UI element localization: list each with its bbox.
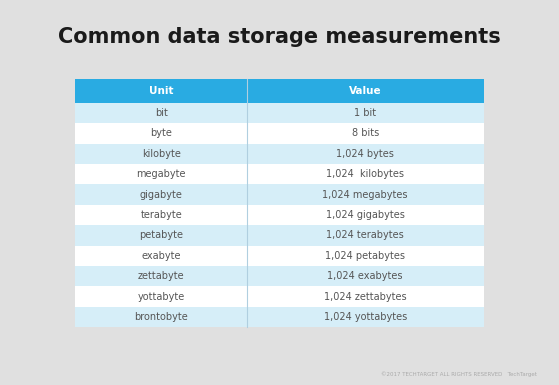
Text: Unit: Unit bbox=[149, 86, 173, 96]
Text: Value: Value bbox=[349, 86, 381, 96]
Text: 1,024 petabytes: 1,024 petabytes bbox=[325, 251, 405, 261]
Text: 1,024 zettabytes: 1,024 zettabytes bbox=[324, 292, 406, 301]
Text: gigabyte: gigabyte bbox=[140, 190, 183, 199]
Text: terabyte: terabyte bbox=[140, 210, 182, 220]
Text: kilobyte: kilobyte bbox=[142, 149, 181, 159]
Text: bit: bit bbox=[155, 108, 168, 118]
Text: 1,024 megabytes: 1,024 megabytes bbox=[323, 190, 408, 199]
Text: exabyte: exabyte bbox=[141, 251, 181, 261]
Text: petabyte: petabyte bbox=[139, 231, 183, 240]
Text: 1,024 yottabytes: 1,024 yottabytes bbox=[324, 312, 407, 322]
Text: Common data storage measurements: Common data storage measurements bbox=[58, 27, 501, 47]
Text: ©2017 TECHTARGET ALL RIGHTS RESERVED   TechTarget: ©2017 TECHTARGET ALL RIGHTS RESERVED Tec… bbox=[381, 371, 537, 377]
Text: yottabyte: yottabyte bbox=[138, 292, 185, 301]
Text: 8 bits: 8 bits bbox=[352, 129, 379, 138]
Text: 1,024  kilobytes: 1,024 kilobytes bbox=[326, 169, 404, 179]
Text: byte: byte bbox=[150, 129, 172, 138]
Text: 1,024 terabytes: 1,024 terabytes bbox=[326, 231, 404, 240]
Text: brontobyte: brontobyte bbox=[134, 312, 188, 322]
Text: zettabyte: zettabyte bbox=[138, 271, 184, 281]
Text: 1,024 bytes: 1,024 bytes bbox=[337, 149, 394, 159]
Text: megabyte: megabyte bbox=[136, 169, 186, 179]
Text: 1 bit: 1 bit bbox=[354, 108, 376, 118]
Text: 1,024 exabytes: 1,024 exabytes bbox=[328, 271, 403, 281]
Text: 1,024 gigabytes: 1,024 gigabytes bbox=[326, 210, 405, 220]
